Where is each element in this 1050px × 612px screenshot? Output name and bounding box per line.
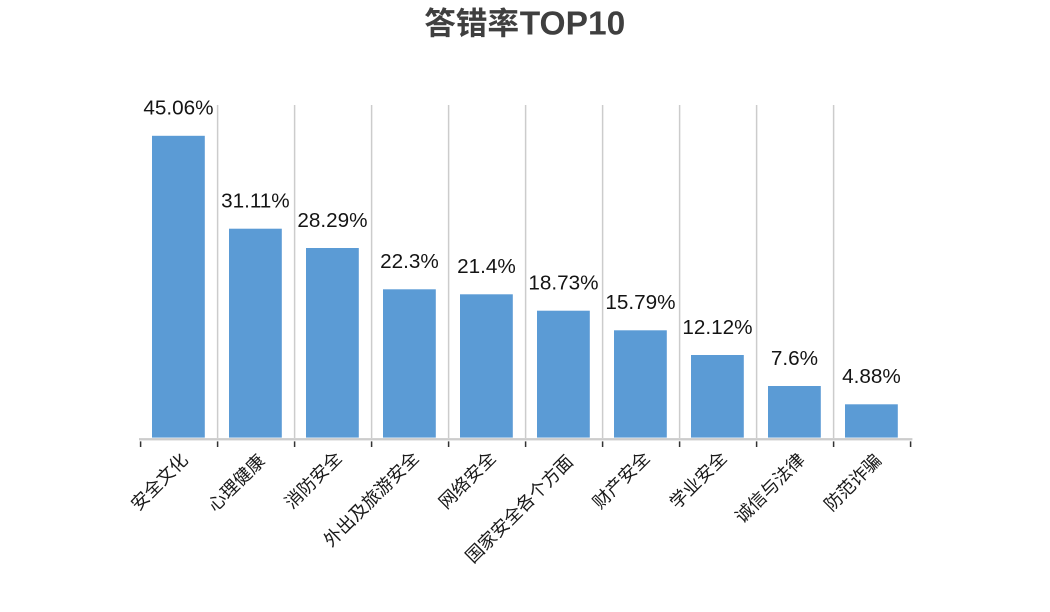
svg-text:12.12%: 12.12% xyxy=(682,316,752,339)
svg-text:45.06%: 45.06% xyxy=(143,97,213,120)
svg-text:22.3%: 22.3% xyxy=(380,250,439,273)
svg-text:28.29%: 28.29% xyxy=(297,209,367,232)
svg-text:7.6%: 7.6% xyxy=(771,347,818,370)
svg-text:TOP10: TOP10 xyxy=(520,5,626,42)
svg-text:4.88%: 4.88% xyxy=(842,365,901,388)
svg-text:21.4%: 21.4% xyxy=(457,255,516,278)
svg-text:15.79%: 15.79% xyxy=(605,291,675,314)
svg-text:31.11%: 31.11% xyxy=(221,190,290,213)
svg-text:18.73%: 18.73% xyxy=(528,272,598,295)
